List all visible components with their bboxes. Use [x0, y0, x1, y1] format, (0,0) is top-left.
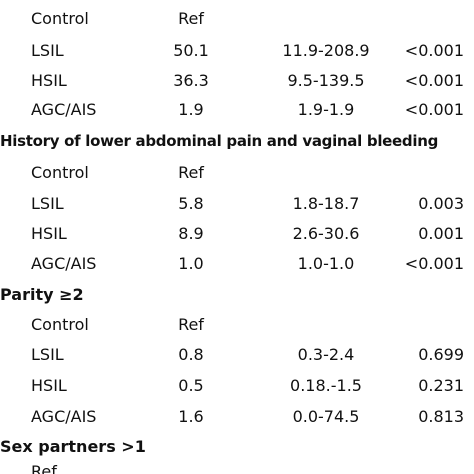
section-heading: History of lower abdominal pain and vagi…: [0, 132, 439, 150]
table-row: Control Ref: [0, 315, 474, 347]
p-value: 0.813: [418, 407, 464, 426]
group-label: LSIL: [31, 194, 64, 213]
odds-ratio: 5.8: [178, 194, 204, 213]
table-row: AGC/AIS 1.6 0.0-74.5 0.813: [0, 407, 474, 439]
table-row: HSIL 0.5 0.18.-1.5 0.231: [0, 376, 474, 408]
odds-ratio: 1.9: [178, 100, 204, 119]
confidence-interval: 0.18.-1.5: [290, 376, 362, 395]
confidence-interval: 1.0-1.0: [297, 254, 355, 273]
group-label: Control: [31, 9, 89, 28]
table-row: Ref: [0, 462, 474, 474]
odds-ratio: 50.1: [173, 41, 209, 60]
p-value: 0.699: [418, 345, 464, 364]
table-row: LSIL 5.8 1.8-18.7 0.003: [0, 194, 474, 226]
confidence-interval: 0.0-74.5: [292, 407, 360, 426]
group-label: HSIL: [31, 224, 67, 243]
group-label: HSIL: [31, 71, 67, 90]
p-value: 0.003: [418, 194, 464, 213]
group-label: LSIL: [31, 345, 64, 364]
p-value: <0.001: [404, 71, 464, 90]
odds-ratio: 36.3: [173, 71, 209, 90]
table-row: HSIL 8.9 2.6-30.6 0.001: [0, 224, 474, 256]
odds-ratio: 0.5: [178, 376, 204, 395]
table-row: AGC/AIS 1.0 1.0-1.0 <0.001: [0, 254, 474, 286]
table-row: HSIL 36.3 9.5-139.5 <0.001: [0, 71, 474, 103]
section-heading: Parity ≥2: [0, 285, 84, 304]
odds-ratio: Ref: [178, 315, 204, 334]
odds-ratio: 1.0: [178, 254, 204, 273]
odds-ratio: 1.6: [178, 407, 204, 426]
table-row: Control Ref: [0, 163, 474, 195]
group-label: AGC/AIS: [31, 407, 97, 426]
table-row: LSIL 0.8 0.3-2.4 0.699: [0, 345, 474, 377]
group-label: Control: [31, 315, 89, 334]
confidence-interval: 1.9-1.9: [297, 100, 355, 119]
confidence-interval: 2.6-30.6: [292, 224, 360, 243]
confidence-interval: 9.5-139.5: [287, 71, 365, 90]
odds-ratio: Ref: [178, 9, 204, 28]
section-heading: Sex partners >1: [0, 437, 146, 456]
group-label: Control: [31, 163, 89, 182]
odds-ratio: 0.8: [178, 345, 204, 364]
odds-ratio: Ref: [178, 163, 204, 182]
confidence-interval: 1.8-18.7: [292, 194, 360, 213]
p-value: <0.001: [404, 254, 464, 273]
p-value: 0.001: [418, 224, 464, 243]
group-label: LSIL: [31, 41, 64, 60]
p-value: 0.231: [418, 376, 464, 395]
p-value: <0.001: [404, 41, 464, 60]
group-label: AGC/AIS: [31, 254, 97, 273]
table-row: LSIL 50.1 11.9-208.9 <0.001: [0, 41, 474, 73]
confidence-interval: 11.9-208.9: [282, 41, 370, 60]
table-row: Control Ref: [0, 9, 474, 41]
p-value: <0.001: [404, 100, 464, 119]
group-label: AGC/AIS: [31, 100, 97, 119]
odds-ratio: Ref: [31, 462, 57, 474]
odds-ratio: 8.9: [178, 224, 204, 243]
group-label: HSIL: [31, 376, 67, 395]
confidence-interval: 0.3-2.4: [297, 345, 355, 364]
table-row: AGC/AIS 1.9 1.9-1.9 <0.001: [0, 100, 474, 132]
